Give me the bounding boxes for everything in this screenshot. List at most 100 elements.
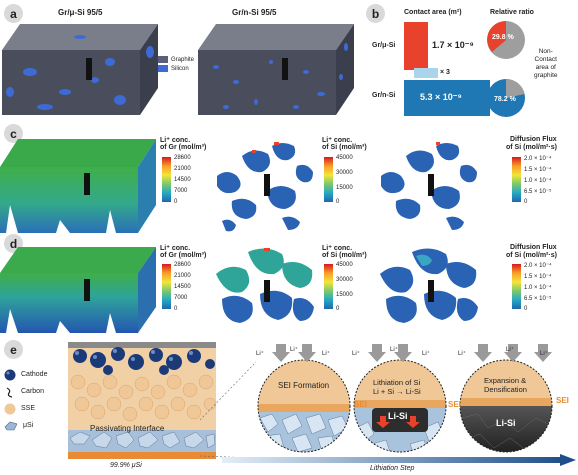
cbar-si-d-tick-1: 30000 xyxy=(336,277,353,283)
graphite-silicon-cube-left xyxy=(0,22,160,117)
contact-value-micro-si: 1.7 × 10⁻⁹ xyxy=(432,40,474,50)
lithiation-step-label: Lithiation Step xyxy=(370,465,415,472)
cbar-gr-d-tick-0: 28600 xyxy=(174,262,191,268)
cbar-gr-c-tick-4: 0 xyxy=(174,199,178,205)
cbar-si-title-d-2: of Si (mol/m³) xyxy=(322,252,367,259)
stage-sei-formation xyxy=(257,359,351,453)
cbar-si-title-c-1: Li⁺ conc. xyxy=(322,137,353,144)
legend-silicon: Silicon xyxy=(171,65,189,72)
silicon-flux-map-d xyxy=(380,248,478,323)
legend-sse: SSE xyxy=(21,405,36,412)
cbar-flux-c-tick-2: 1.0 × 10⁻⁴ xyxy=(524,178,552,184)
silicon-concentration-map-c xyxy=(217,142,313,232)
cbar-gr-c-tick-3: 7000 xyxy=(174,188,188,194)
cbar-flux-d-tick-2: 1.0 × 10⁻⁴ xyxy=(524,285,552,291)
li-plus-2: Li⁺ xyxy=(290,347,298,353)
colorbar-gr-d xyxy=(162,264,171,309)
purity-label: 99.9% μSi xyxy=(110,462,142,469)
cbar-si-d-tick-0: 45000 xyxy=(336,262,353,268)
legend-cathode: Cathode xyxy=(21,371,48,378)
cbar-flux-title-c-2: of Si (mol/m²·s) xyxy=(506,144,557,151)
cbar-si-title-c-2: of Si (mol/m³) xyxy=(322,144,367,151)
panel-a-legend: Graphite Silicon xyxy=(158,56,194,72)
legend-graphite: Graphite xyxy=(171,56,195,63)
cbar-flux-title-d-1: Diffusion Flux xyxy=(510,244,557,251)
contact-value-nano-si: 5.3 × 10⁻⁹ xyxy=(420,92,462,102)
li-plus-7: Li⁺ xyxy=(458,351,466,357)
cbar-flux-c-tick-0: 2.0 × 10⁻⁴ xyxy=(524,156,552,162)
cbar-gr-c-tick-1: 21000 xyxy=(174,166,191,172)
cbar-si-c-tick-0: 45000 xyxy=(336,155,353,161)
li-plus-6: Li⁺ xyxy=(422,351,430,357)
cbar-flux-title-c-1: Diffusion Flux xyxy=(510,136,557,143)
li-plus-3: Li⁺ xyxy=(322,351,330,357)
stage2-label-1: Lithiation of Si xyxy=(373,378,421,387)
graphite-concentration-cube-c xyxy=(0,139,156,233)
sei-label-2: SEI xyxy=(448,400,461,409)
passivating-interface-label: Passivating Interface xyxy=(90,424,165,433)
lithiation-step-arrow xyxy=(222,454,576,466)
cbar-gr-d-tick-4: 0 xyxy=(174,306,178,312)
cbar-gr-d-tick-3: 7000 xyxy=(174,295,188,301)
contact-area-header: Contact area (m²) xyxy=(404,9,462,16)
multiplier-badge xyxy=(414,68,438,78)
cbar-si-d-tick-3: 0 xyxy=(336,306,340,312)
li-plus-1: Li⁺ xyxy=(256,351,264,357)
sei-label-1: SEI xyxy=(354,400,367,409)
cbar-gr-d-tick-2: 14500 xyxy=(174,284,191,290)
colorbar-si-d xyxy=(324,264,333,309)
ratio-pie-nano-si xyxy=(487,78,525,117)
stage-lithiation xyxy=(353,359,447,453)
li-ion-arrows xyxy=(272,344,552,362)
ratio-pie-micro-si xyxy=(487,20,525,59)
stage3-core-label: Li-Si xyxy=(496,418,516,428)
cbar-si-c-tick-3: 0 xyxy=(336,199,340,205)
graphite-silicon-cube-right xyxy=(196,22,356,117)
pie-pct-nano-si: 78.2 % xyxy=(494,96,516,103)
multiplier-label: × 3 xyxy=(440,69,450,76)
colorbar-flux-d xyxy=(512,264,521,309)
cbar-gr-d-tick-1: 21000 xyxy=(174,273,191,279)
non-contact-label: Non- Contact area of graphite xyxy=(534,48,558,79)
stage2-core-label: Li-Si xyxy=(388,411,408,421)
silicon-swatch-icon xyxy=(158,65,168,72)
cbar-si-c-tick-2: 15000 xyxy=(336,185,353,191)
cbar-si-title-d-1: Li⁺ conc. xyxy=(322,245,353,252)
battery-cell-cross-section xyxy=(68,342,216,459)
cbar-gr-c-tick-0: 28600 xyxy=(174,155,191,161)
panel-letter-b: b xyxy=(366,4,385,23)
pie-pct-micro-si: 29.8 % xyxy=(492,34,514,41)
stage1-label: SEI Formation xyxy=(278,381,330,390)
sei-label-3: SEI xyxy=(556,396,569,405)
li-plus-5: Li⁺ xyxy=(390,347,398,353)
cbar-gr-title-d-1: Li⁺ conc. xyxy=(160,245,191,252)
colorbar-si-c xyxy=(324,157,333,202)
li-plus-4: Li⁺ xyxy=(352,351,360,357)
si-icon xyxy=(4,421,18,430)
stage3-label-2: Densification xyxy=(484,385,527,394)
panel-a-left-title: Gr/μ-Si 95/5 xyxy=(58,8,103,17)
li-plus-9: Li⁺ xyxy=(540,351,548,357)
stage3-label-1: Expansion & xyxy=(484,376,527,385)
cbar-gr-title-c-2: of Gr (mol/m³) xyxy=(160,144,207,151)
cbar-flux-c-tick-3: 6.5 × 10⁻⁵ xyxy=(524,189,552,195)
cbar-flux-c-tick-4: 0 xyxy=(524,199,528,205)
zoom-lines xyxy=(200,361,257,459)
cathode-icon xyxy=(4,369,16,380)
cbar-flux-title-d-2: of Si (mol/m²·s) xyxy=(506,252,557,259)
relative-ratio-header: Relative ratio xyxy=(490,9,534,16)
cbar-si-d-tick-2: 15000 xyxy=(336,292,353,298)
cbar-si-c-tick-1: 30000 xyxy=(336,170,353,176)
row-label-micro-si: Gr/μ-Si xyxy=(372,42,396,49)
legend-si: μSi xyxy=(23,422,34,429)
graphite-swatch-icon xyxy=(158,56,168,63)
cbar-gr-c-tick-2: 14500 xyxy=(174,177,191,183)
li-plus-8: Li⁺ xyxy=(506,347,514,353)
legend-carbon: Carbon xyxy=(21,388,44,395)
carbon-icon xyxy=(6,386,13,398)
sse-icon xyxy=(4,403,16,414)
panel-e-legend: Cathode Carbon SSE μSi xyxy=(4,366,68,434)
cbar-flux-d-tick-0: 2.0 × 10⁻⁴ xyxy=(524,263,552,269)
cbar-flux-c-tick-1: 1.5 × 10⁻⁴ xyxy=(524,167,552,173)
colorbar-flux-c xyxy=(512,157,521,202)
